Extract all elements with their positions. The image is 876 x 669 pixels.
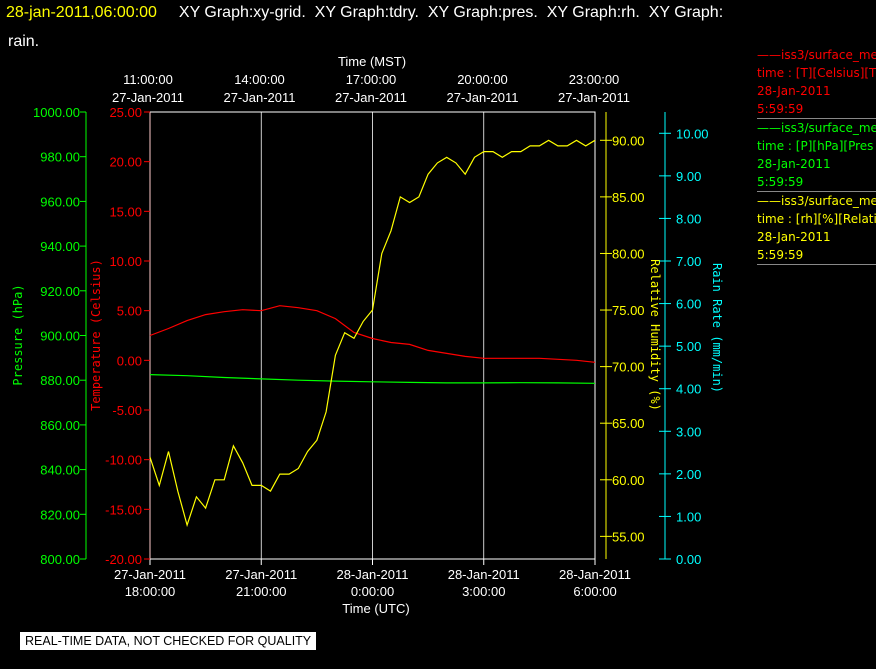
- pressure-tick-label: 940.00: [40, 239, 80, 254]
- header-title: XY Graph:xy-grid. XY Graph:tdry. XY Grap…: [170, 4, 723, 21]
- x-top-tick-time: 20:00:00: [457, 72, 508, 87]
- pressure-tick-label: 1000.00: [33, 105, 80, 120]
- temperature-tick-label: 25.00: [109, 105, 142, 120]
- legend-series-name: ——iss3/surface_me: [757, 48, 876, 62]
- legend-time: 5:59:59: [757, 248, 804, 262]
- temperature-tick-label: -10.00: [105, 453, 142, 468]
- rain-tick-label: 5.00: [676, 339, 701, 354]
- humidity-tick-label: 75.00: [612, 303, 645, 318]
- x-top-tick-time: 23:00:00: [569, 72, 620, 87]
- humidity-tick-label: 55.00: [612, 529, 645, 544]
- x-top-tick-time: 14:00:00: [234, 72, 285, 87]
- humidity-tick-label: 65.00: [612, 416, 645, 431]
- quality-warning-banner: REAL-TIME DATA, NOT CHECKED FOR QUALITY: [20, 632, 317, 650]
- x-bottom-tick-date: 27-Jan-2011: [114, 567, 186, 582]
- x-bottom-tick-date: 27-Jan-2011: [225, 567, 297, 582]
- x-top-tick-date: 27-Jan-2011: [446, 90, 518, 105]
- legend: ——iss3/surface_me time : [T][Celsius][T 28…: [757, 46, 876, 265]
- legend-series-name: ——iss3/surface_me: [757, 194, 876, 208]
- rain-tick-label: 0.00: [676, 552, 701, 567]
- x-bottom-tick-time: 18:00:00: [125, 584, 176, 599]
- rain-tick-label: 3.00: [676, 424, 701, 439]
- pressure-tick-label: 920.00: [40, 284, 80, 299]
- pressure-tick-label: 960.00: [40, 194, 80, 209]
- legend-date: 28-Jan-2011: [757, 157, 831, 171]
- x-bottom-tick-time: 21:00:00: [236, 584, 287, 599]
- temperature-series-line: [149, 305, 596, 363]
- x-bottom-tick-date: 28-Jan-2011: [559, 567, 631, 582]
- rain-tick-label: 7.00: [676, 254, 701, 269]
- pressure-series-line: [149, 374, 596, 384]
- rain-tick-label: 1.00: [676, 509, 701, 524]
- legend-time: 5:59:59: [757, 175, 804, 189]
- x-bottom-tick-time: 0:00:00: [351, 584, 394, 599]
- humidity-tick-label: 70.00: [612, 360, 645, 375]
- rain-tick-label: 9.00: [676, 169, 701, 184]
- humidity-tick-label: 85.00: [612, 190, 645, 205]
- temperature-tick-label: -15.00: [105, 502, 142, 517]
- x-bottom-tick-time: 6:00:00: [573, 584, 616, 599]
- x-bottom-tick-date: 28-Jan-2011: [448, 567, 520, 582]
- x-top-tick-date: 27-Jan-2011: [223, 90, 295, 105]
- legend-date: 28-Jan-2011: [757, 230, 831, 244]
- legend-fields: time : [T][Celsius][T: [757, 66, 876, 80]
- rain-tick-label: 10.00: [676, 126, 709, 141]
- pressure-tick-label: 860.00: [40, 418, 80, 433]
- rain-tick-label: 2.00: [676, 467, 701, 482]
- humidity-tick-label: 60.00: [612, 473, 645, 488]
- temperature-tick-label: -20.00: [105, 552, 142, 567]
- x-top-tick-time: 17:00:00: [346, 72, 397, 87]
- header-timestamp: 28-jan-2011,06:00:00: [6, 4, 157, 21]
- x-top-tick-date: 27-Jan-2011: [335, 90, 407, 105]
- pressure-tick-label: 980.00: [40, 150, 80, 165]
- pressure-tick-label: 820.00: [40, 507, 80, 522]
- temperature-tick-label: 20.00: [109, 155, 142, 170]
- rain-tick-label: 8.00: [676, 211, 701, 226]
- temperature-tick-label: -5.00: [112, 403, 142, 418]
- temperature-tick-label: 0.00: [117, 353, 142, 368]
- pressure-tick-label: 900.00: [40, 329, 80, 344]
- rain-axis-label: Rain Rate (mm/min): [710, 263, 724, 393]
- x-top-tick-date: 27-Jan-2011: [112, 90, 184, 105]
- pressure-tick-label: 840.00: [40, 463, 80, 478]
- x-bottom-tick-date: 28-Jan-2011: [336, 567, 408, 582]
- rain-tick-label: 6.00: [676, 297, 701, 312]
- legend-date: 28-Jan-2011: [757, 84, 831, 98]
- temperature-tick-label: 5.00: [117, 304, 142, 319]
- temperature-tick-label: 10.00: [109, 254, 142, 269]
- temperature-tick-label: 15.00: [109, 204, 142, 219]
- legend-fields: time : [P][hPa][Pres: [757, 139, 874, 153]
- pressure-tick-label: 880.00: [40, 373, 80, 388]
- humidity-tick-label: 90.00: [612, 133, 645, 148]
- header-title-continued: rain.: [8, 33, 39, 50]
- humidity-series-line: [149, 139, 596, 528]
- legend-time: 5:59:59: [757, 102, 804, 116]
- humidity-axis-label: Relative Humidity (%): [648, 259, 662, 411]
- x-bottom-axis-label: Time (UTC): [342, 601, 409, 616]
- x-top-axis-label: Time (MST): [338, 54, 406, 69]
- x-top-tick-date: 27-Jan-2011: [558, 90, 630, 105]
- x-bottom-tick-time: 3:00:00: [462, 584, 505, 599]
- legend-fields: time : [rh][%][Relati: [757, 212, 876, 226]
- x-top-tick-time: 11:00:00: [123, 72, 173, 87]
- pressure-tick-label: 800.00: [40, 552, 80, 567]
- pressure-axis-label: Pressure (hPa): [11, 284, 25, 385]
- legend-series-name: ——iss3/surface_me: [757, 121, 876, 135]
- temperature-axis-label: Temperature (Celsius): [89, 259, 103, 411]
- humidity-tick-label: 80.00: [612, 246, 645, 261]
- rain-tick-label: 4.00: [676, 382, 701, 397]
